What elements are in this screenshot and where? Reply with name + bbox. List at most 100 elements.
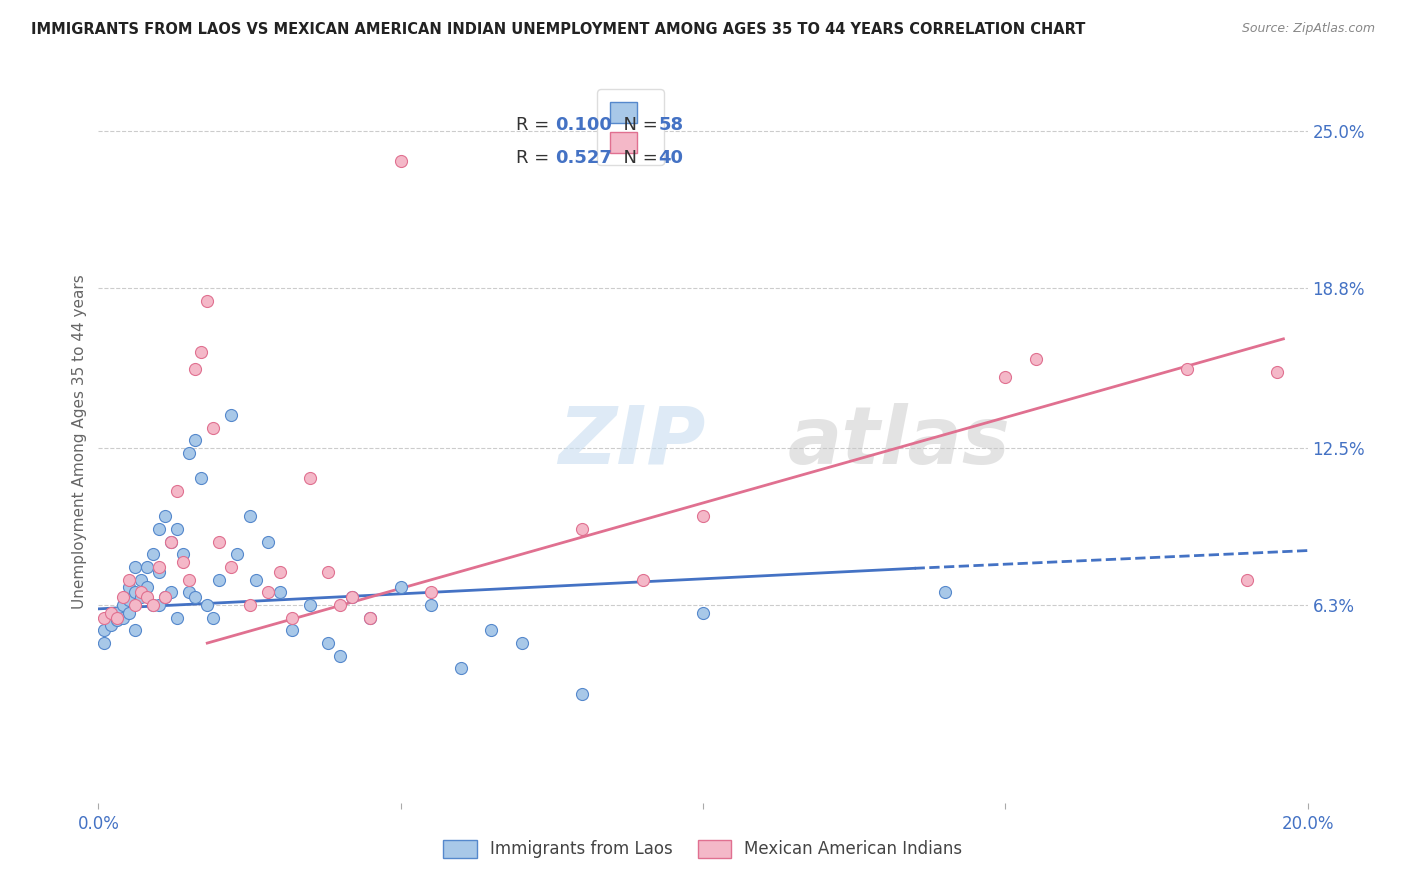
Point <box>450 661 472 675</box>
Point <box>269 565 291 579</box>
Point <box>118 573 141 587</box>
Point <box>299 598 322 612</box>
Point <box>692 509 714 524</box>
Point <box>239 509 262 524</box>
Point <box>142 598 165 612</box>
Text: IMMIGRANTS FROM LAOS VS MEXICAN AMERICAN INDIAN UNEMPLOYMENT AMONG AGES 35 TO 44: IMMIGRANTS FROM LAOS VS MEXICAN AMERICAN… <box>31 22 1085 37</box>
Y-axis label: Unemployment Among Ages 35 to 44 years: Unemployment Among Ages 35 to 44 years <box>72 274 87 609</box>
Point <box>208 534 231 549</box>
Point <box>124 560 146 574</box>
Text: 58: 58 <box>658 116 683 134</box>
Point <box>934 585 956 599</box>
Point <box>105 613 128 627</box>
Point <box>100 618 122 632</box>
Point <box>269 585 291 599</box>
Point <box>1267 365 1289 379</box>
Text: 40: 40 <box>658 149 683 167</box>
Text: N =: N = <box>613 116 664 134</box>
Point <box>342 591 364 605</box>
Point <box>1175 362 1198 376</box>
Point <box>256 585 278 599</box>
Point <box>135 580 157 594</box>
Point <box>179 573 201 587</box>
Point <box>153 591 176 605</box>
Point <box>179 446 201 460</box>
Point <box>160 534 183 549</box>
Point <box>166 522 188 536</box>
Point <box>510 636 533 650</box>
Point <box>129 585 152 599</box>
Point <box>195 293 218 308</box>
Point <box>239 598 262 612</box>
Point <box>226 547 249 561</box>
Point <box>118 606 141 620</box>
Point <box>994 370 1017 384</box>
Point <box>420 598 443 612</box>
Point <box>148 560 170 574</box>
Point <box>124 585 146 599</box>
Point <box>166 611 188 625</box>
Point <box>221 408 243 422</box>
Text: Source: ZipAtlas.com: Source: ZipAtlas.com <box>1241 22 1375 36</box>
Point <box>256 534 278 549</box>
Text: 0.527: 0.527 <box>555 149 613 167</box>
Point <box>100 606 122 620</box>
Point <box>195 598 218 612</box>
Point <box>420 585 443 599</box>
Point <box>329 598 352 612</box>
Text: 0.100: 0.100 <box>555 116 613 134</box>
Point <box>481 624 503 638</box>
Point <box>111 598 134 612</box>
Point <box>142 547 165 561</box>
Point <box>208 573 231 587</box>
Point <box>129 591 152 605</box>
Point <box>148 598 170 612</box>
Point <box>329 648 352 663</box>
Point <box>692 606 714 620</box>
Point <box>245 573 267 587</box>
Point <box>93 636 115 650</box>
Text: atlas: atlas <box>787 402 1011 481</box>
Point <box>124 598 146 612</box>
Point <box>105 606 128 620</box>
Text: ZIP: ZIP <box>558 402 706 481</box>
Point <box>153 509 176 524</box>
Point <box>93 624 115 638</box>
Point <box>360 611 382 625</box>
Point <box>166 483 188 498</box>
Point <box>342 591 364 605</box>
Point <box>316 565 339 579</box>
Point <box>142 598 165 612</box>
Point <box>221 560 243 574</box>
Point <box>148 522 170 536</box>
Point <box>184 591 207 605</box>
Point <box>571 522 593 536</box>
Point <box>281 611 304 625</box>
Point <box>190 344 212 359</box>
Point <box>100 611 122 625</box>
Point <box>184 362 207 376</box>
Point <box>1236 573 1258 587</box>
Point <box>1024 352 1046 367</box>
Point <box>148 565 170 579</box>
Point <box>153 591 176 605</box>
Point <box>184 434 207 448</box>
Point <box>111 591 134 605</box>
Point <box>316 636 339 650</box>
Point <box>202 420 225 434</box>
Point <box>160 534 183 549</box>
Point <box>160 585 183 599</box>
Point <box>202 611 225 625</box>
Point <box>111 611 134 625</box>
Point <box>389 154 412 169</box>
Point <box>389 580 412 594</box>
Point <box>135 591 157 605</box>
Point <box>172 547 194 561</box>
Point <box>179 585 201 599</box>
Point <box>124 624 146 638</box>
Point <box>281 624 304 638</box>
Text: R =: R = <box>516 116 554 134</box>
Text: R =: R = <box>516 149 554 167</box>
Point <box>118 593 141 607</box>
Point <box>190 471 212 485</box>
